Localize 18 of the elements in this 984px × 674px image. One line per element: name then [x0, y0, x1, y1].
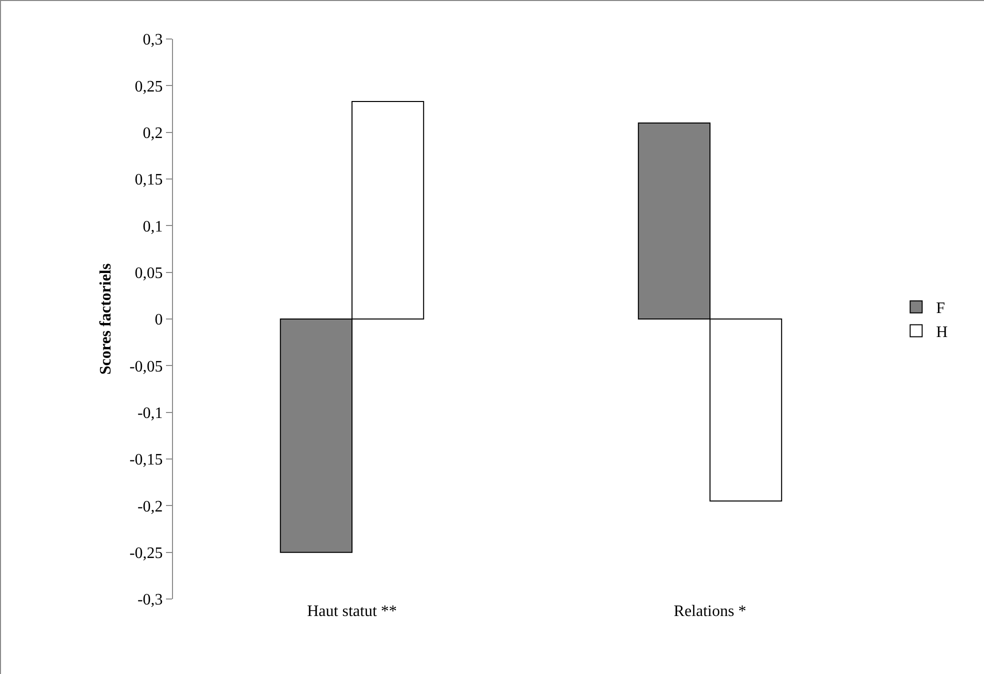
y-tick-label: -0,3 [137, 592, 163, 609]
y-tick-label: 0,3 [142, 32, 163, 49]
y-tick-label: -0,2 [137, 498, 163, 516]
y-tick-label: 0,2 [142, 124, 163, 142]
x-tick-label: Haut statut ** [307, 603, 397, 620]
y-axis-title: Scores factoriels [97, 263, 114, 375]
y-tick-label: -0,05 [129, 358, 163, 376]
y-tick-label: -0,1 [137, 404, 163, 422]
y-tick-label: 0 [154, 312, 163, 329]
legend-label: H [936, 324, 948, 341]
y-tick-label: -0,15 [129, 452, 163, 469]
y-tick-label: 0,1 [142, 218, 163, 236]
x-tick-label: Relations * [674, 603, 746, 620]
legend-label: F [936, 300, 946, 318]
y-tick-label: 0,25 [134, 78, 163, 96]
y-tick-label: 0,05 [134, 264, 163, 282]
y-tick-label: 0,15 [134, 172, 163, 189]
y-tick-label: -0,25 [129, 544, 163, 562]
